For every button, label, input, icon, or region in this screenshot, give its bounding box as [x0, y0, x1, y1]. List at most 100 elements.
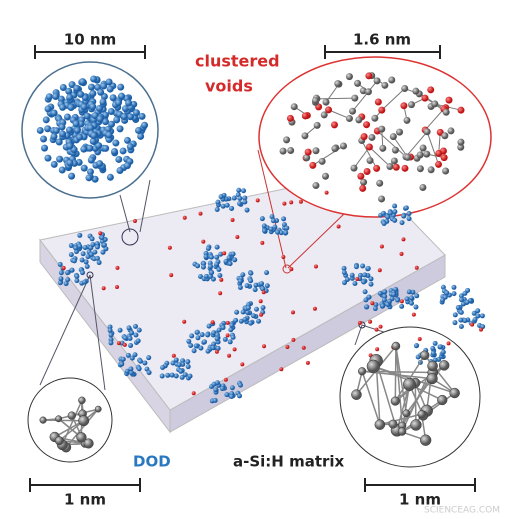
atom — [451, 284, 457, 290]
atom — [109, 94, 117, 102]
atom — [238, 318, 244, 324]
atom — [312, 147, 320, 155]
atom — [479, 313, 485, 319]
atom — [374, 419, 386, 430]
atom — [354, 79, 362, 87]
atom — [349, 107, 357, 115]
atom — [413, 304, 419, 310]
atom — [350, 164, 358, 172]
atom — [72, 120, 80, 128]
atom — [57, 95, 65, 103]
atom — [77, 243, 83, 249]
atom — [357, 172, 365, 180]
atom — [73, 126, 81, 134]
atom — [52, 127, 60, 135]
atom — [135, 338, 141, 344]
atom — [240, 309, 246, 315]
atom — [442, 167, 450, 175]
atom — [102, 118, 110, 126]
atom — [387, 210, 393, 216]
atom — [80, 164, 88, 172]
atom — [126, 143, 134, 151]
atom — [385, 214, 391, 220]
atom — [440, 154, 448, 162]
atom — [359, 184, 367, 192]
atom — [282, 201, 287, 206]
atom — [462, 318, 468, 324]
atom — [219, 386, 225, 392]
atom — [237, 393, 243, 399]
bond — [405, 131, 428, 158]
atom — [379, 244, 384, 249]
atom — [232, 347, 237, 352]
atom — [304, 148, 312, 156]
atom — [262, 228, 268, 234]
atom — [232, 257, 238, 263]
atom — [182, 215, 187, 220]
atom — [374, 98, 382, 106]
bond — [65, 408, 99, 448]
atom — [58, 276, 64, 282]
atom — [377, 268, 382, 273]
atom — [352, 281, 358, 287]
atom — [84, 263, 90, 269]
atom — [96, 115, 104, 123]
atom — [409, 295, 415, 301]
atom — [59, 84, 67, 92]
atom — [124, 368, 130, 374]
atom — [312, 306, 317, 311]
atom — [270, 218, 276, 224]
atom — [214, 254, 220, 260]
atom — [229, 205, 235, 211]
atom — [419, 434, 432, 446]
atom — [397, 427, 407, 436]
atom — [80, 270, 86, 276]
bond — [426, 131, 440, 165]
atom — [225, 320, 230, 325]
atom — [345, 73, 353, 81]
atom — [342, 280, 348, 286]
atom — [438, 360, 450, 371]
bond — [61, 400, 83, 446]
atom — [76, 133, 84, 141]
atom — [373, 164, 381, 172]
atom — [442, 108, 450, 116]
atom — [201, 239, 206, 244]
atom — [312, 97, 320, 105]
atom — [120, 113, 128, 121]
atom — [122, 342, 127, 347]
atom — [284, 225, 290, 231]
atom — [169, 273, 174, 278]
atom — [283, 230, 289, 236]
atom — [419, 183, 427, 191]
atom — [324, 190, 329, 195]
atom — [358, 367, 367, 376]
atom — [65, 126, 73, 134]
atom — [66, 93, 74, 101]
atom — [410, 289, 416, 295]
atom — [136, 327, 142, 333]
atom — [220, 203, 226, 209]
atom — [368, 276, 374, 282]
atom — [432, 340, 438, 346]
atom — [112, 139, 120, 147]
atom — [80, 251, 86, 257]
atom — [99, 98, 107, 106]
atom — [50, 133, 58, 141]
atom — [58, 123, 66, 131]
atom — [73, 84, 81, 92]
atom — [261, 290, 266, 295]
atom — [203, 273, 209, 279]
atom — [399, 299, 404, 304]
atom — [479, 327, 484, 332]
atom — [106, 173, 114, 181]
atom — [65, 87, 73, 95]
atom — [178, 368, 184, 374]
atom — [214, 261, 220, 267]
atom — [330, 121, 338, 129]
atom — [108, 340, 114, 346]
atom — [101, 242, 107, 248]
atom — [301, 112, 309, 120]
atom — [403, 116, 411, 124]
atom — [52, 92, 60, 100]
